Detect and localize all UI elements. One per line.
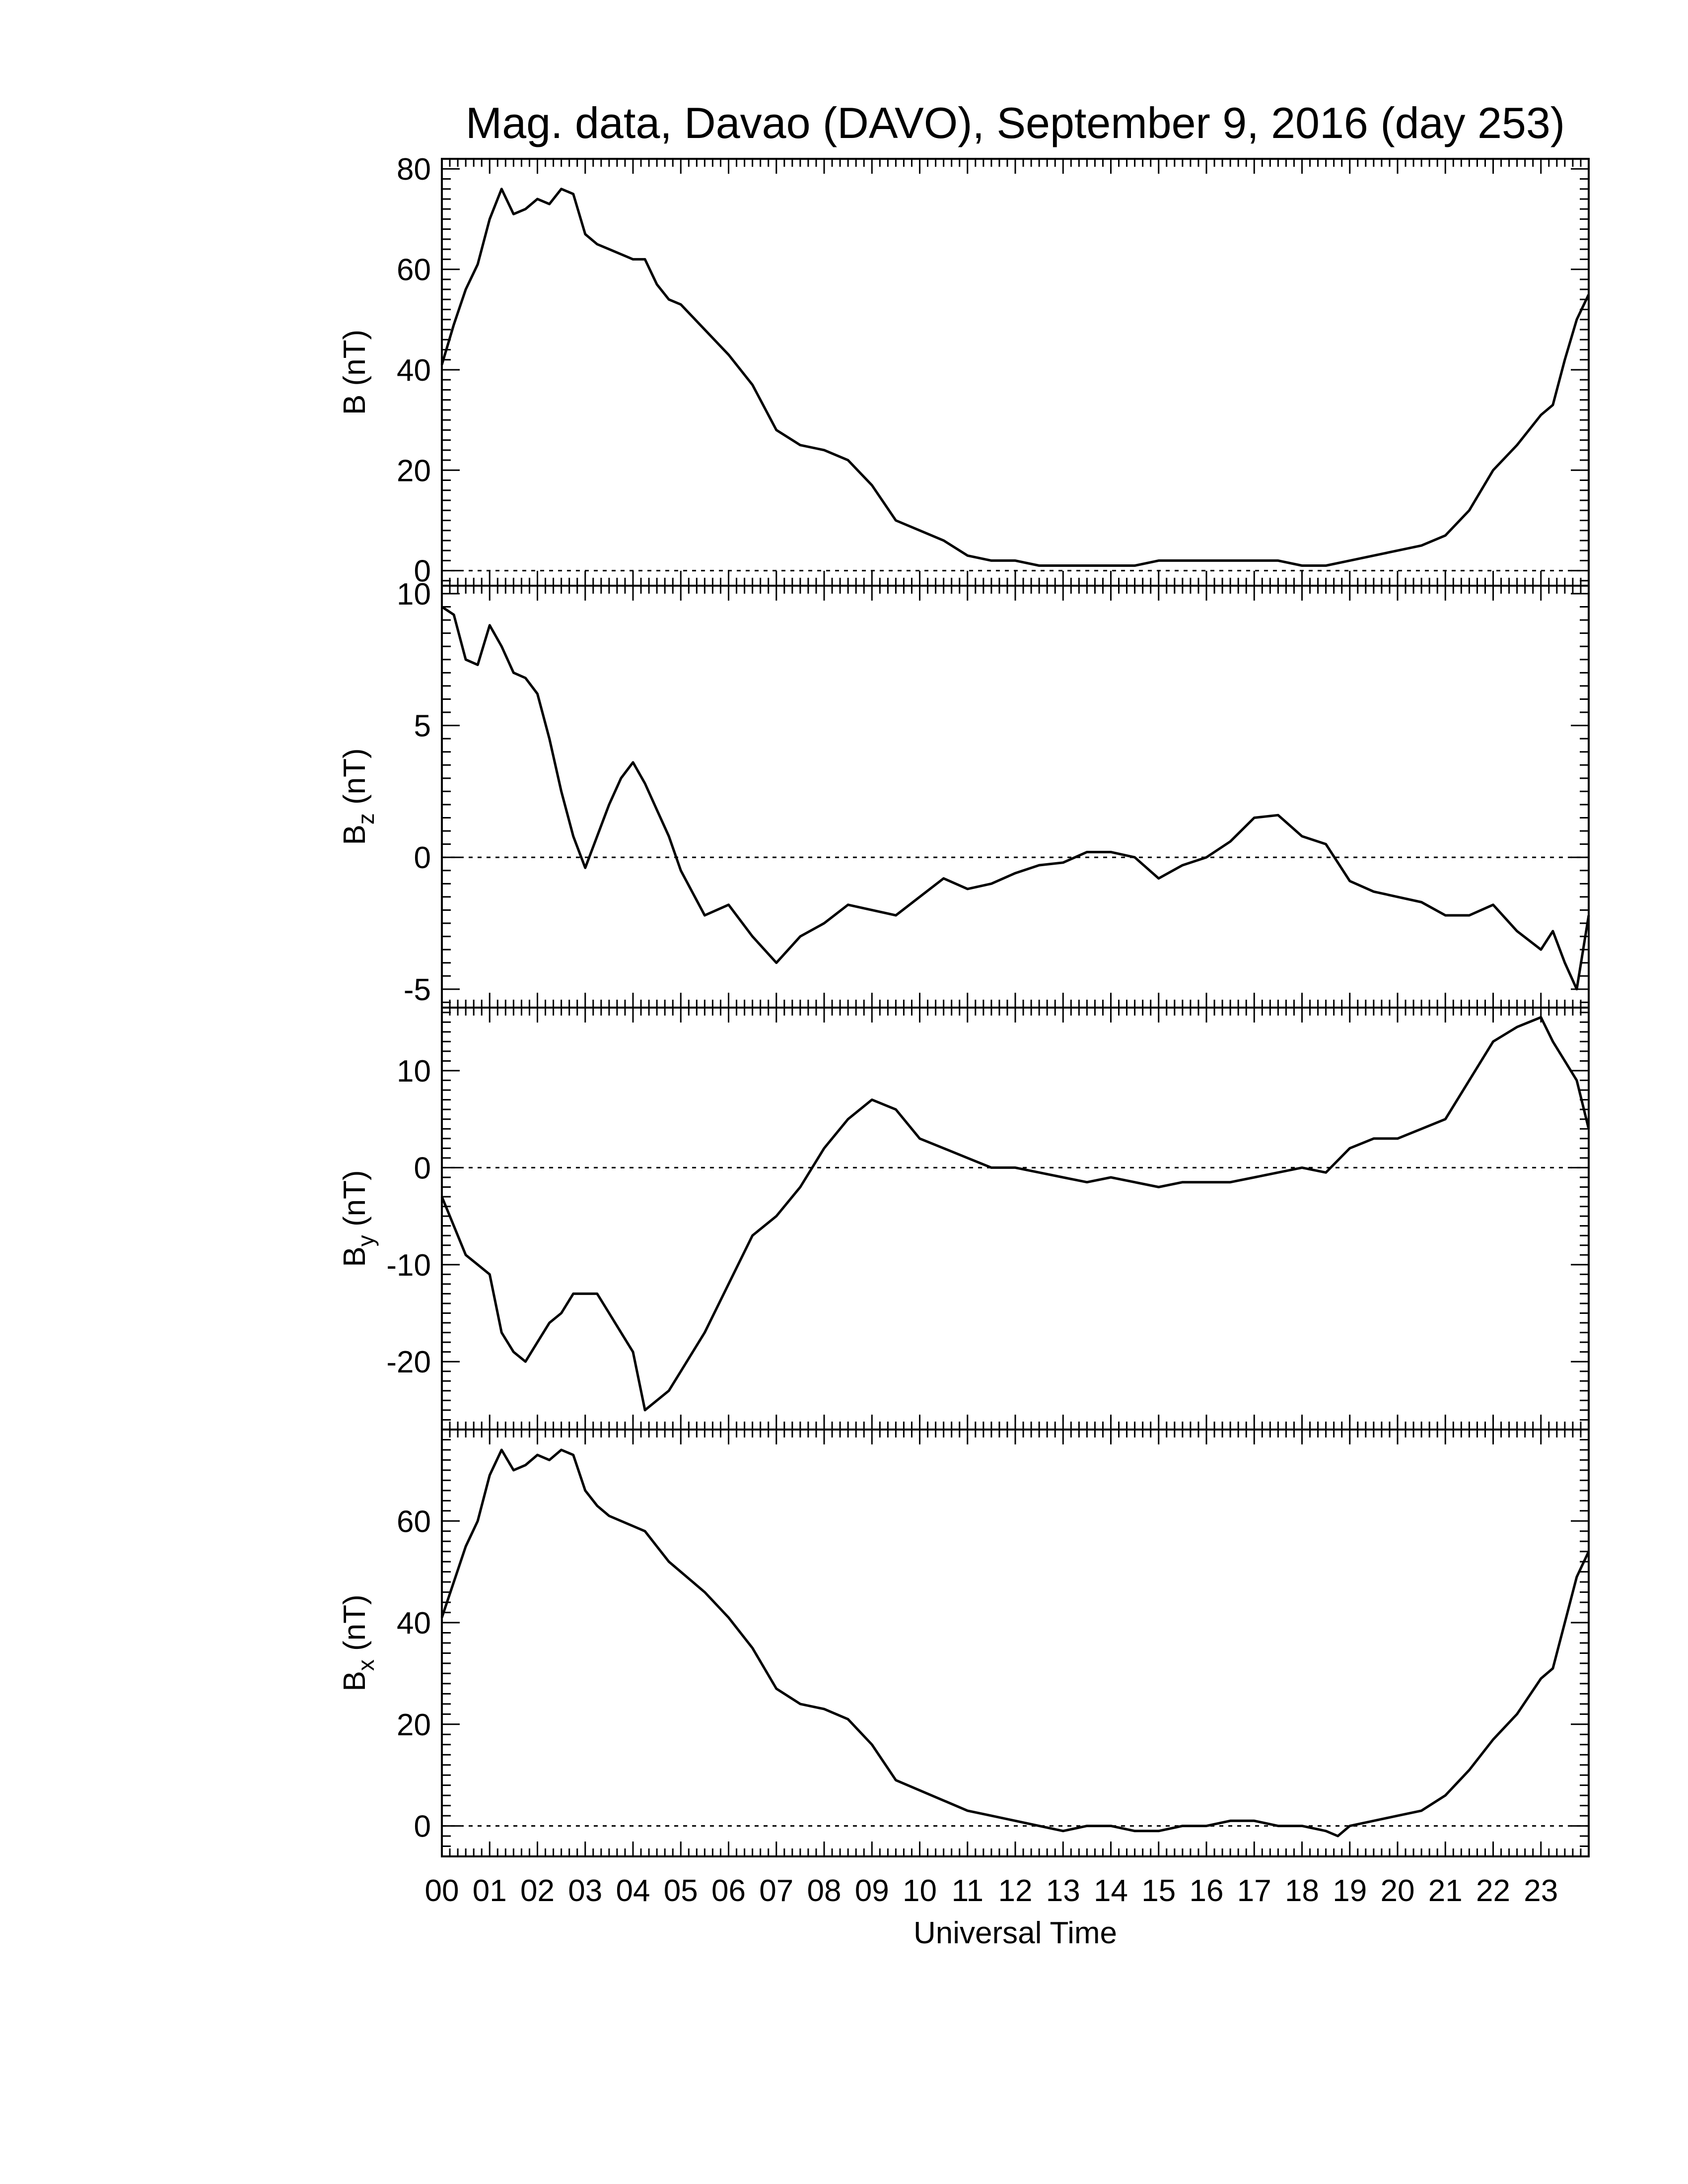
x-tick-label: 12 <box>998 1874 1033 1908</box>
x-tick-label: 20 <box>1381 1874 1415 1908</box>
x-tick-label: 04 <box>616 1874 650 1908</box>
y-label-main: B <box>338 1246 372 1267</box>
x-axis-label: Universal Time <box>914 1916 1117 1950</box>
y-label-unit: (nT) <box>338 330 372 395</box>
x-tick-label: 14 <box>1094 1874 1128 1908</box>
y-tick-label: 20 <box>397 454 431 488</box>
panel-frame <box>441 1007 1590 1431</box>
y-label-main: B <box>338 395 372 415</box>
series-line <box>440 188 1590 567</box>
panel-frame <box>441 1429 1590 1857</box>
series-line <box>440 1448 1590 1838</box>
y-tick-label: 5 <box>414 709 431 744</box>
y-tick-label: 0 <box>414 1810 431 1844</box>
y-tick-label: 40 <box>397 1606 431 1640</box>
x-tick-label: 09 <box>855 1874 889 1908</box>
x-tick-label: 01 <box>473 1874 507 1908</box>
y-tick-label: 0 <box>414 554 431 589</box>
y-label-main: B <box>338 1671 372 1691</box>
y-label-unit: (nT) <box>338 1170 372 1235</box>
x-tick-label: 19 <box>1333 1874 1367 1908</box>
x-tick-label: 03 <box>568 1874 602 1908</box>
x-tick-label: 07 <box>759 1874 793 1908</box>
y-axis-label: Bx (nT) <box>338 1594 379 1691</box>
x-tick-label: 18 <box>1285 1874 1319 1908</box>
x-tick-label: 15 <box>1141 1874 1176 1908</box>
y-axis-label: By (nT) <box>338 1170 379 1267</box>
x-tick-label: 06 <box>711 1874 746 1908</box>
x-tick-label: 00 <box>425 1874 459 1908</box>
y-label-main: B <box>338 824 372 845</box>
x-tick-labels: 00 01 02 03 04 05 06 07 08 09 10 11 12 13 14 15 16 17 18 19… <box>425 1874 1558 1908</box>
y-axis-label: B (nT) <box>338 330 372 415</box>
panel-1: 0 20 40 60 80 B (nT) <box>338 152 1590 589</box>
chart-title: Mag. data, Davao (DAVO), September 9, 20… <box>466 98 1565 147</box>
y-tick-label: 0 <box>414 841 431 875</box>
series-line <box>441 606 1590 991</box>
x-tick-label: 22 <box>1476 1874 1510 1908</box>
x-tick-label: 13 <box>1046 1874 1080 1908</box>
y-tick-label: -20 <box>386 1345 431 1379</box>
y-tick-label: 20 <box>397 1708 431 1742</box>
x-tick-label: 05 <box>664 1874 698 1908</box>
y-tick-label: 40 <box>397 353 431 388</box>
series-line <box>440 1016 1590 1412</box>
y-label-sub: x <box>353 1659 379 1671</box>
y-label-sub: y <box>353 1235 379 1246</box>
panel-4: 0 20 40 60 Bx (nT) <box>338 1429 1590 1857</box>
x-tick-label: 23 <box>1524 1874 1558 1908</box>
panel-2: -5 0 5 10 Bz (nT) <box>338 577 1590 1009</box>
x-tick-label: 10 <box>903 1874 937 1908</box>
x-tick-label: 21 <box>1428 1874 1463 1908</box>
y-tick-label: 0 <box>414 1151 431 1185</box>
y-tick-label: 80 <box>397 152 431 187</box>
y-label-unit: (nT) <box>338 1594 372 1659</box>
x-tick-label: 17 <box>1237 1874 1271 1908</box>
y-tick-label: 60 <box>397 1504 431 1539</box>
panel-3: -20 -10 0 10 By (nT) <box>338 1007 1590 1431</box>
x-tick-label: 16 <box>1190 1874 1224 1908</box>
y-tick-label: 60 <box>397 253 431 287</box>
y-label-sub: z <box>353 813 379 824</box>
y-label-unit: (nT) <box>338 748 372 813</box>
y-tick-label: -10 <box>386 1248 431 1283</box>
y-axis-label: Bz (nT) <box>338 748 379 845</box>
y-tick-label: 10 <box>397 577 431 612</box>
y-tick-label: 10 <box>397 1054 431 1089</box>
x-tick-label: 11 <box>952 1874 984 1908</box>
y-tick-label: -5 <box>404 973 431 1007</box>
x-tick-label: 08 <box>807 1874 842 1908</box>
panel-frame <box>441 158 1590 587</box>
x-tick-label: 02 <box>520 1874 555 1908</box>
